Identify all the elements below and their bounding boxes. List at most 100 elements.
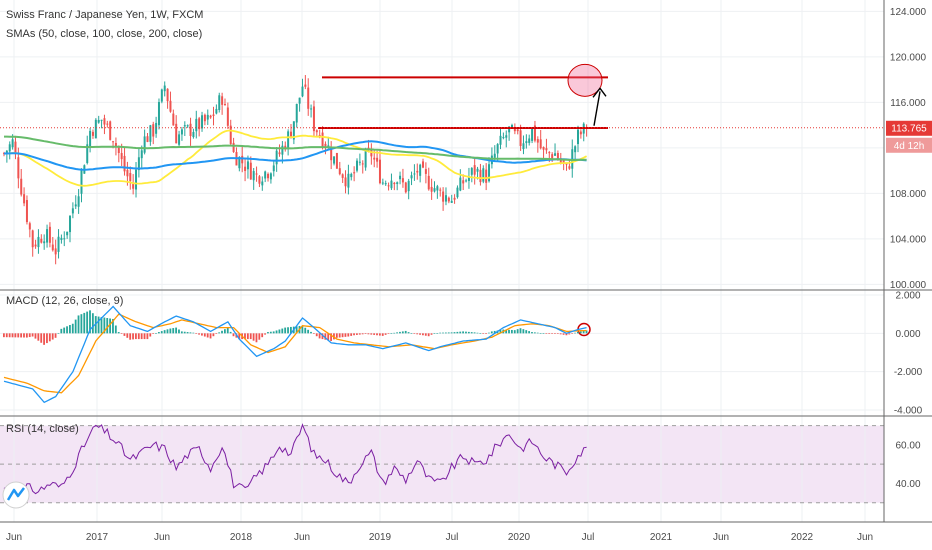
candle-body bbox=[410, 175, 413, 179]
price-panel[interactable] bbox=[0, 0, 884, 290]
y-tick-label: 100.000 bbox=[890, 280, 927, 291]
macd-histogram-bar bbox=[387, 333, 390, 334]
macd-histogram-bar bbox=[295, 326, 298, 334]
candle-body bbox=[51, 244, 54, 251]
candle-body bbox=[307, 87, 310, 109]
macd-histogram-bar bbox=[439, 332, 442, 334]
candle-body bbox=[114, 143, 117, 147]
macd-histogram-bar bbox=[321, 333, 324, 340]
macd-histogram-bar bbox=[424, 333, 427, 336]
macd-histogram-bar bbox=[324, 333, 327, 340]
macd-histogram-bar bbox=[353, 333, 355, 336]
macd-panel[interactable] bbox=[0, 290, 884, 416]
macd-histogram-bar bbox=[416, 333, 419, 335]
macd-histogram-bar bbox=[381, 333, 384, 336]
candle-body bbox=[551, 154, 554, 159]
candle-body bbox=[536, 139, 539, 143]
candle-body bbox=[175, 123, 178, 144]
macd-histogram-bar bbox=[126, 333, 129, 338]
macd-histogram-bar bbox=[413, 333, 416, 334]
candle-body bbox=[281, 145, 284, 155]
candle-body bbox=[229, 125, 232, 144]
candle-body bbox=[404, 182, 407, 193]
macd-histogram-bar bbox=[189, 332, 192, 334]
candle-body bbox=[508, 126, 511, 133]
candle-body bbox=[318, 134, 321, 136]
candle-body bbox=[209, 115, 212, 118]
macd-histogram-bar bbox=[505, 329, 508, 334]
macd-tick-label: -4.000 bbox=[894, 406, 923, 417]
candle-body bbox=[60, 237, 63, 240]
macd-histogram-bar bbox=[80, 314, 83, 334]
macd-histogram-bar bbox=[482, 333, 485, 334]
candle-body bbox=[396, 182, 399, 185]
candle-body bbox=[522, 143, 525, 150]
macd-histogram-bar bbox=[132, 333, 134, 340]
candle-body bbox=[533, 125, 536, 141]
macd-histogram-bar bbox=[238, 333, 241, 340]
macd-histogram-bar bbox=[476, 332, 479, 334]
y-tick-label: 120.000 bbox=[890, 52, 927, 63]
candle-body bbox=[57, 236, 60, 252]
macd-histogram-bar bbox=[106, 318, 109, 334]
y-tick-label: 104.000 bbox=[890, 234, 927, 245]
candle-body bbox=[390, 180, 393, 189]
candle-body bbox=[548, 152, 551, 154]
macd-histogram-bar bbox=[155, 333, 157, 334]
macd-histogram-bar bbox=[152, 333, 155, 334]
macd-histogram-bar bbox=[223, 329, 226, 334]
candle-body bbox=[407, 180, 410, 192]
candle-body bbox=[333, 156, 336, 164]
candle-body bbox=[28, 223, 31, 230]
candle-body bbox=[71, 208, 74, 214]
candle-body bbox=[356, 160, 359, 171]
macd-histogram-bar bbox=[430, 333, 433, 335]
candle-body bbox=[482, 168, 485, 182]
macd-histogram-bar bbox=[499, 329, 502, 334]
candle-body bbox=[353, 172, 356, 174]
candle-body bbox=[310, 108, 313, 110]
candle-body bbox=[258, 176, 261, 184]
candle-body bbox=[275, 150, 278, 165]
candle-body bbox=[510, 124, 513, 129]
tradingview-logo-icon[interactable] bbox=[2, 481, 30, 509]
macd-histogram-bar bbox=[419, 333, 421, 335]
candle-body bbox=[34, 244, 37, 247]
macd-histogram-bar bbox=[172, 328, 175, 334]
last-price-tag: 113.765 4d 12h bbox=[886, 120, 932, 153]
x-tick-label: Jul bbox=[582, 532, 595, 543]
macd-histogram-bar bbox=[579, 331, 582, 334]
macd-histogram-bar bbox=[582, 330, 585, 334]
candle-body bbox=[444, 195, 447, 202]
macd-histogram-bar bbox=[28, 333, 31, 338]
candle-body bbox=[562, 159, 565, 164]
macd-histogram-bar bbox=[513, 330, 516, 334]
candle-body bbox=[48, 226, 51, 243]
candle-body bbox=[215, 108, 218, 114]
macd-tick-label: -2.000 bbox=[894, 367, 923, 378]
x-tick-label: Jul bbox=[446, 532, 459, 543]
candle-body bbox=[40, 238, 43, 243]
candles bbox=[3, 75, 588, 265]
candle-body bbox=[427, 175, 430, 190]
macd-histogram-bar bbox=[206, 333, 209, 338]
macd-histogram-bar bbox=[384, 333, 387, 335]
x-tick-label: Jun bbox=[154, 532, 170, 543]
x-tick-label: Jun bbox=[294, 532, 310, 543]
candle-body bbox=[312, 106, 315, 132]
macd-histogram-bar bbox=[215, 333, 218, 334]
macd-histogram-bar bbox=[5, 333, 8, 338]
macd-histogram-bar bbox=[427, 333, 430, 337]
candle-body bbox=[54, 248, 57, 255]
candle-body bbox=[378, 159, 381, 184]
macd-histogram-bar bbox=[407, 332, 410, 334]
candle-body bbox=[393, 182, 396, 185]
x-tick-label: Jun bbox=[857, 532, 873, 543]
candle-body bbox=[384, 183, 387, 185]
macd-histogram-bar bbox=[554, 333, 556, 334]
candle-body bbox=[160, 89, 163, 102]
candle-body bbox=[373, 157, 376, 160]
candle-body bbox=[462, 180, 465, 184]
candle-body bbox=[436, 186, 439, 191]
